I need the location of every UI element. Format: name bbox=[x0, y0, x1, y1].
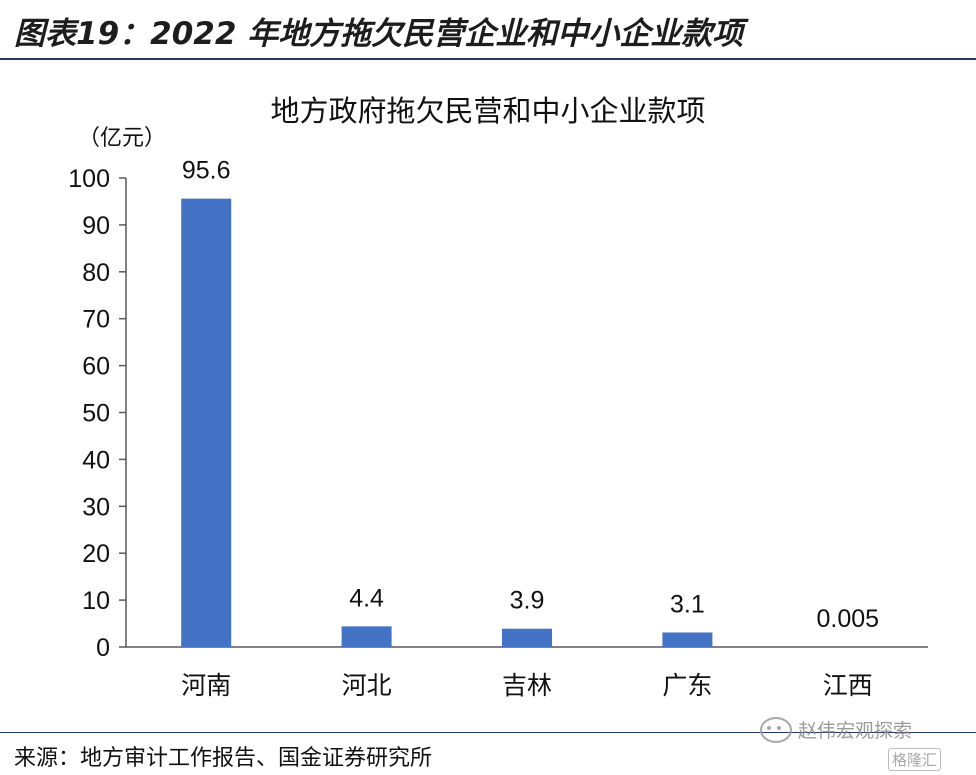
x-tick-label: 吉林 bbox=[502, 671, 552, 700]
y-tick-label: 50 bbox=[82, 400, 110, 428]
data-label: 0.005 bbox=[817, 605, 880, 633]
data-label: 4.4 bbox=[349, 584, 384, 612]
watermark-text: 赵伟宏观探索 bbox=[798, 720, 913, 742]
data-label: 3.9 bbox=[510, 587, 545, 615]
x-tick-label: 江西 bbox=[823, 671, 873, 700]
watermark-logo: 格隆汇 bbox=[888, 748, 942, 771]
bar-河北 bbox=[341, 626, 392, 647]
bar-河南 bbox=[181, 198, 232, 648]
y-tick-label: 30 bbox=[82, 493, 110, 521]
chart-title: 地方政府拖欠民营和中小企业款项 bbox=[270, 94, 706, 128]
wechat-icon bbox=[760, 716, 792, 743]
bars bbox=[181, 198, 873, 648]
bar-chart: 0 10 20 30 40 50 60 70 80 90 100 河南 河北 吉林 广东 江西 95.6 4.… bbox=[68, 157, 928, 700]
x-axis: 河南 河北 吉林 广东 江西 bbox=[126, 646, 928, 700]
y-tick-label: 0 bbox=[96, 634, 110, 662]
watermark: 赵伟宏观探索 bbox=[760, 716, 912, 743]
source-note: 来源：地方审计工作报告、国金证券研究所 bbox=[14, 746, 433, 771]
x-tick-label: 广东 bbox=[662, 671, 712, 700]
data-labels: 95.6 4.4 3.9 3.1 0.005 bbox=[182, 157, 879, 633]
y-tick-label: 100 bbox=[68, 165, 110, 193]
x-tick-label: 河北 bbox=[342, 671, 392, 700]
y-tick-label: 80 bbox=[82, 259, 110, 287]
bar-广东 bbox=[662, 632, 713, 647]
y-tick-label: 10 bbox=[82, 587, 110, 615]
source-divider bbox=[0, 732, 976, 733]
y-tick-label: 60 bbox=[82, 353, 110, 381]
y-axis: 0 10 20 30 40 50 60 70 80 90 100 bbox=[68, 165, 127, 662]
figure-title: 图表19：2022 年地方拖欠民营企业和中小企业款项 bbox=[14, 16, 744, 52]
y-tick-label: 70 bbox=[82, 306, 110, 334]
y-axis-unit-label: （亿元） bbox=[78, 126, 167, 151]
data-label: 3.1 bbox=[670, 590, 705, 618]
bar-吉林 bbox=[502, 628, 552, 647]
data-label: 95.6 bbox=[182, 157, 231, 185]
y-tick-label: 90 bbox=[82, 212, 110, 240]
y-tick-label: 40 bbox=[82, 446, 110, 474]
y-tick-label: 20 bbox=[82, 540, 110, 568]
title-divider bbox=[0, 58, 976, 60]
x-tick-label: 河南 bbox=[181, 671, 231, 700]
